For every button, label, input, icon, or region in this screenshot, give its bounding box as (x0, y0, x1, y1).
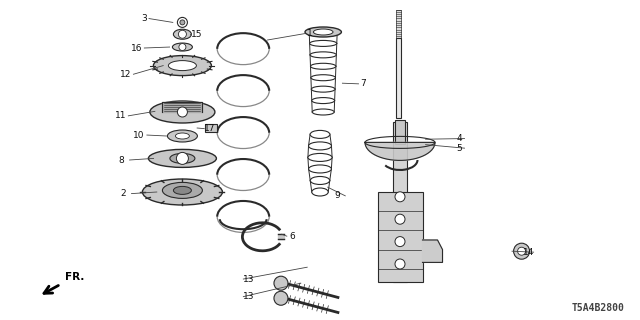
Polygon shape (278, 234, 284, 239)
Ellipse shape (175, 133, 189, 139)
Circle shape (395, 259, 405, 269)
Ellipse shape (312, 188, 328, 196)
Ellipse shape (308, 165, 332, 173)
Circle shape (274, 291, 288, 305)
Text: 5: 5 (457, 144, 462, 153)
Bar (396, 10, 401, 38)
Circle shape (179, 44, 186, 51)
Text: 17: 17 (204, 124, 215, 133)
Circle shape (395, 214, 405, 224)
Text: 1: 1 (307, 29, 312, 38)
Ellipse shape (154, 56, 211, 76)
Ellipse shape (173, 186, 191, 194)
Circle shape (179, 30, 186, 38)
Circle shape (395, 236, 405, 247)
Ellipse shape (311, 75, 335, 81)
Text: T5A4B2800: T5A4B2800 (571, 303, 624, 313)
Ellipse shape (168, 60, 196, 71)
Ellipse shape (143, 179, 223, 205)
Bar (393, 122, 407, 282)
Polygon shape (163, 102, 202, 112)
Polygon shape (422, 240, 442, 262)
Ellipse shape (311, 86, 335, 92)
Circle shape (177, 17, 188, 28)
Ellipse shape (310, 177, 330, 185)
Bar (205, 124, 217, 132)
Text: 11: 11 (115, 111, 126, 120)
Ellipse shape (168, 130, 197, 142)
Circle shape (513, 243, 529, 259)
Text: 3: 3 (141, 14, 147, 23)
Text: 16: 16 (131, 44, 142, 52)
Text: FR.: FR. (65, 272, 84, 282)
Bar (396, 38, 401, 118)
Circle shape (518, 247, 525, 255)
Ellipse shape (163, 182, 202, 198)
Ellipse shape (312, 109, 334, 115)
Circle shape (395, 192, 405, 202)
Bar (378, 192, 422, 282)
Text: 8: 8 (119, 156, 124, 164)
Text: 4: 4 (457, 134, 462, 143)
Text: 2: 2 (121, 189, 126, 198)
Text: 7: 7 (361, 79, 366, 88)
Ellipse shape (305, 27, 341, 37)
Text: 15: 15 (191, 30, 202, 39)
Bar (395, 120, 405, 144)
Ellipse shape (310, 40, 337, 46)
Text: 14: 14 (523, 248, 534, 257)
Ellipse shape (308, 142, 332, 150)
Text: 12: 12 (120, 70, 131, 79)
Circle shape (274, 276, 288, 290)
Ellipse shape (310, 131, 330, 139)
Text: 13: 13 (243, 292, 254, 301)
Circle shape (177, 107, 188, 117)
Ellipse shape (170, 153, 195, 164)
Ellipse shape (314, 29, 333, 35)
Ellipse shape (173, 29, 191, 39)
Text: 10: 10 (133, 131, 145, 140)
Ellipse shape (308, 154, 332, 162)
Ellipse shape (148, 149, 216, 167)
Ellipse shape (150, 101, 215, 123)
Ellipse shape (310, 52, 337, 58)
Ellipse shape (312, 98, 335, 104)
Ellipse shape (172, 43, 193, 51)
Text: 6: 6 (289, 232, 294, 241)
Text: 9: 9 (335, 191, 340, 200)
Text: 13: 13 (243, 275, 254, 284)
Polygon shape (365, 142, 435, 160)
Circle shape (177, 152, 188, 164)
Ellipse shape (310, 63, 336, 69)
Circle shape (180, 20, 185, 25)
